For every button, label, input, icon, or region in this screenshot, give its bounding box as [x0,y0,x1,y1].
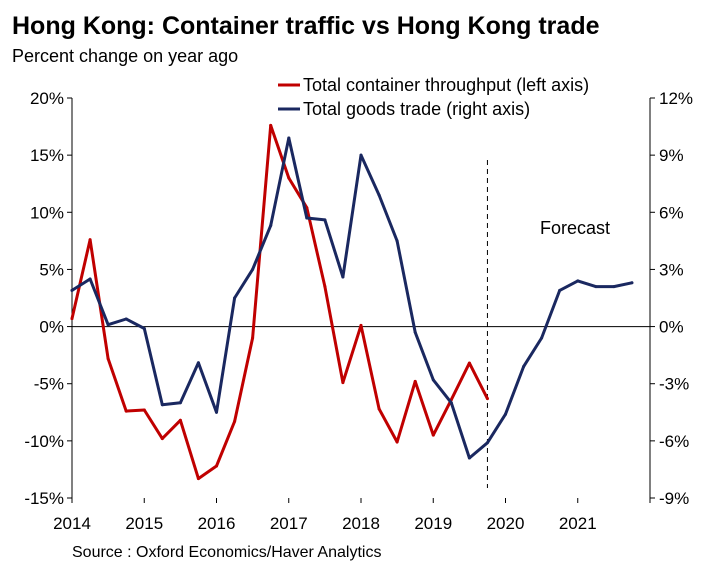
data-point-container-throughput [323,285,327,289]
x-tick-label: 2016 [198,514,236,533]
data-point-goods-trade [124,317,128,321]
legend-label-container-throughput: Total container throughput (left axis) [303,75,589,95]
data-point-goods-trade [70,288,74,292]
data-point-goods-trade [467,456,471,460]
data-point-container-throughput [485,397,489,401]
data-point-goods-trade [522,365,526,369]
data-point-goods-trade [449,401,453,405]
data-point-container-throughput [106,357,110,361]
data-point-goods-trade [269,224,273,228]
data-point-container-throughput [251,336,255,340]
data-point-goods-trade [287,136,291,140]
x-tick-label: 2020 [487,514,525,533]
data-point-goods-trade [594,285,598,289]
data-point-goods-trade [395,239,399,243]
series-line-goods-trade [70,136,634,460]
data-point-goods-trade [413,330,417,334]
right-tick-label: 6% [659,203,684,222]
data-point-goods-trade [142,327,146,330]
data-point-container-throughput [233,419,237,423]
data-point-container-throughput [160,437,164,441]
right-tick-label: -3% [659,375,689,394]
data-point-goods-trade [305,216,309,220]
data-point-container-throughput [467,361,471,365]
left-tick-label: 5% [39,260,64,279]
left-tick-label: -10% [24,432,64,451]
data-point-goods-trade [630,281,634,285]
data-point-goods-trade [233,296,237,300]
data-point-goods-trade [504,412,507,416]
x-tick-label: 2017 [270,514,308,533]
x-tick-label: 2018 [342,514,380,533]
data-point-goods-trade [558,288,562,292]
data-point-container-throughput [359,323,363,327]
forecast-annotation: Forecast [540,218,610,238]
data-point-goods-trade [251,267,255,271]
data-point-goods-trade [359,153,363,157]
data-point-container-throughput [395,440,399,444]
data-point-container-throughput [269,123,273,127]
data-point-container-throughput [341,381,345,385]
x-tick-label: 2019 [414,514,452,533]
data-point-goods-trade [612,285,616,289]
data-point-goods-trade [485,441,489,445]
data-point-container-throughput [124,409,128,413]
series-layer [70,123,634,481]
data-point-container-throughput [287,176,291,180]
legend: Total container throughput (left axis) T… [278,75,589,119]
data-point-container-throughput [215,464,218,468]
data-point-container-throughput [142,408,146,412]
data-point-goods-trade [196,361,200,365]
right-tick-label: 9% [659,146,684,165]
data-point-goods-trade [540,336,544,340]
data-point-container-throughput [70,317,74,321]
data-point-goods-trade [88,277,92,281]
left-axis: 20% 15% 10% 5% 0% -5% -10% -15% [24,89,72,508]
chart-subtitle: Percent change on year ago [12,46,238,66]
left-tick-label: 15% [30,146,64,165]
right-tick-label: 3% [659,260,684,279]
data-point-container-throughput [178,418,182,422]
data-point-goods-trade [377,193,381,197]
left-tick-label: 20% [30,89,64,108]
data-point-container-throughput [431,433,435,437]
left-tick-label: 10% [30,203,64,222]
chart-title: Hong Kong: Container traffic vs Hong Kon… [12,12,600,40]
x-axis: 2014 2015 2016 2017 2018 2019 2020 2021 [53,498,651,533]
right-axis: 12% 9% 6% 3% 0% -3% -6% -9% [650,89,693,508]
x-tick-label: 2015 [125,514,163,533]
data-point-goods-trade [576,279,580,283]
left-tick-label: -5% [34,375,64,394]
x-tick-label: 2014 [53,514,91,533]
data-point-goods-trade [431,378,435,382]
right-tick-label: 0% [659,318,684,337]
data-point-goods-trade [341,275,345,279]
right-tick-label: 12% [659,89,693,108]
source-note: Source : Oxford Economics/Haver Analytic… [72,544,381,561]
series-line-container-throughput [70,123,489,481]
right-tick-label: -6% [659,432,689,451]
data-point-goods-trade [215,410,218,414]
left-tick-label: -15% [24,489,64,508]
data-point-goods-trade [106,323,110,327]
x-tick-label: 2021 [559,514,597,533]
data-point-container-throughput [88,238,92,242]
legend-label-goods-trade: Total goods trade (right axis) [303,99,530,119]
data-point-goods-trade [160,403,164,407]
left-tick-label: 0% [39,318,64,337]
data-point-container-throughput [377,407,381,411]
data-point-container-throughput [413,379,417,383]
data-point-container-throughput [196,477,200,481]
data-point-goods-trade [323,218,327,222]
data-point-goods-trade [178,401,182,405]
right-tick-label: -9% [659,489,689,508]
